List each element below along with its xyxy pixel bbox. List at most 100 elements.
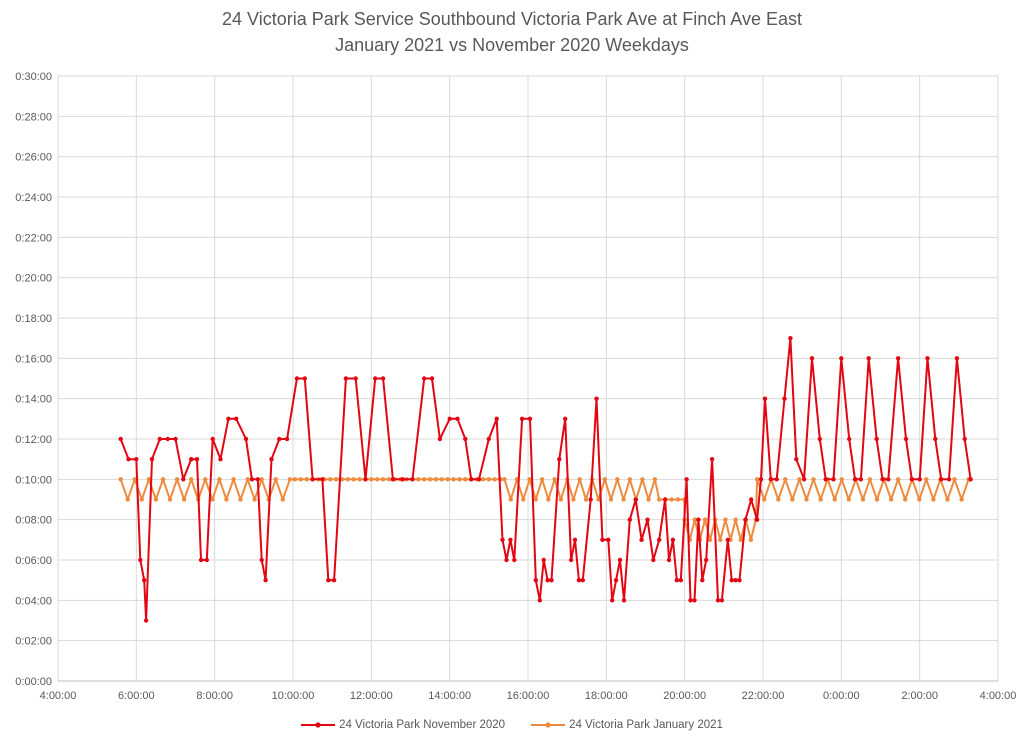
y-tick-label: 0:04:00 [15, 595, 52, 607]
data-point-november-2020 [576, 578, 582, 583]
data-point-november-2020 [204, 557, 209, 563]
data-point-november-2020 [533, 578, 538, 583]
axes: 0:00:00 0:02:00 0:04:00 0:06:00 0:08:00 0:10:… [15, 71, 1016, 702]
y-tick-label: 0:16:00 [15, 353, 52, 365]
data-point-november-2020 [512, 557, 517, 563]
x-tick-label: 14:00:00 [428, 690, 471, 702]
data-point-january-2021 [903, 497, 908, 502]
data-point-january-2021 [153, 497, 159, 502]
data-point-november-2020 [181, 477, 186, 482]
data-point-january-2021 [738, 537, 743, 542]
legend: 24 Victoria Park November 2020 24 Victor… [0, 719, 1024, 731]
data-point-november-2020 [692, 598, 697, 603]
data-point-january-2021 [804, 497, 809, 502]
data-point-january-2021 [539, 477, 545, 482]
data-point-november-2020 [621, 598, 627, 603]
grid [57, 75, 999, 682]
data-point-november-2020 [541, 557, 546, 563]
data-point-november-2020 [234, 416, 239, 421]
data-point-november-2020 [353, 376, 358, 381]
data-point-november-2020 [437, 436, 443, 442]
data-point-january-2021 [627, 477, 632, 482]
data-point-january-2021 [669, 497, 674, 502]
data-point-november-2020 [662, 497, 668, 502]
data-point-november-2020 [737, 578, 742, 583]
data-point-january-2021 [451, 477, 456, 482]
data-point-january-2021 [867, 477, 873, 482]
data-point-january-2021 [238, 497, 243, 502]
data-point-november-2020 [588, 497, 593, 502]
data-point-november-2020 [390, 477, 396, 482]
data-point-november-2020 [613, 578, 619, 583]
data-point-january-2021 [533, 497, 538, 502]
data-point-november-2020 [610, 598, 615, 603]
legend-item-november-2020: 24 Victoria Park November 2020 [301, 719, 505, 731]
data-point-november-2020 [263, 578, 268, 583]
data-point-january-2021 [874, 497, 880, 502]
data-point-november-2020 [617, 557, 623, 563]
data-point-november-2020 [606, 537, 611, 542]
data-point-november-2020 [788, 336, 793, 341]
data-point-january-2021 [304, 477, 309, 482]
data-point-november-2020 [218, 457, 223, 462]
data-point-november-2020 [463, 436, 468, 442]
data-point-november-2020 [500, 537, 505, 542]
data-point-january-2021 [762, 497, 767, 502]
data-point-november-2020 [380, 376, 386, 381]
data-point-january-2021 [832, 497, 837, 502]
data-point-january-2021 [139, 497, 144, 502]
data-point-november-2020 [645, 517, 650, 522]
data-point-january-2021 [748, 537, 754, 542]
data-point-november-2020 [469, 477, 474, 482]
data-point-november-2020 [715, 598, 721, 603]
data-point-january-2021 [692, 517, 697, 522]
data-point-january-2021 [917, 497, 922, 502]
y-tick-label: 0:22:00 [15, 232, 52, 244]
data-point-january-2021 [783, 477, 788, 482]
data-point-november-2020 [429, 376, 435, 381]
data-point-january-2021 [797, 477, 802, 482]
data-point-november-2020 [758, 477, 764, 482]
series-january-2021 [118, 477, 973, 542]
data-point-january-2021 [210, 497, 215, 502]
data-point-november-2020 [326, 578, 331, 583]
x-tick-label: 20:00:00 [663, 690, 706, 702]
data-point-november-2020 [880, 477, 885, 482]
x-tick-label: 4:00:00 [980, 690, 1017, 702]
legend-label-january-2021: 24 Victoria Park January 2021 [569, 719, 723, 731]
data-point-january-2021 [652, 477, 658, 482]
data-point-november-2020 [476, 477, 482, 482]
data-point-november-2020 [866, 356, 871, 361]
legend-swatch-november-2020 [301, 722, 336, 728]
data-point-november-2020 [817, 436, 822, 442]
data-point-january-2021 [280, 497, 285, 502]
data-point-january-2021 [445, 477, 450, 482]
data-point-november-2020 [568, 557, 574, 563]
data-point-january-2021 [615, 477, 620, 482]
data-point-january-2021 [640, 477, 645, 482]
data-point-november-2020 [933, 436, 938, 442]
data-point-november-2020 [138, 557, 143, 563]
x-tick-label: 10:00:00 [272, 690, 315, 702]
data-point-january-2021 [818, 497, 823, 502]
data-point-january-2021 [846, 497, 851, 502]
data-point-january-2021 [546, 497, 551, 502]
data-point-january-2021 [457, 477, 462, 482]
y-tick-label: 0:02:00 [15, 636, 52, 648]
chart-subtitle: January 2021 vs November 2020 Weekdays [335, 35, 689, 55]
data-point-january-2021 [702, 517, 708, 522]
data-point-november-2020 [243, 436, 249, 442]
data-point-january-2021 [252, 497, 257, 502]
data-point-january-2021 [577, 477, 582, 482]
data-point-january-2021 [333, 477, 339, 482]
data-point-november-2020 [886, 477, 891, 482]
data-point-november-2020 [331, 578, 337, 583]
x-tick-label: 4:00:00 [40, 690, 77, 702]
data-point-november-2020 [173, 436, 178, 442]
y-tick-label: 0:14:00 [15, 394, 52, 406]
data-point-november-2020 [858, 477, 864, 482]
data-point-january-2021 [375, 477, 380, 482]
y-tick-label: 0:26:00 [15, 152, 52, 164]
series-layer [118, 336, 973, 623]
